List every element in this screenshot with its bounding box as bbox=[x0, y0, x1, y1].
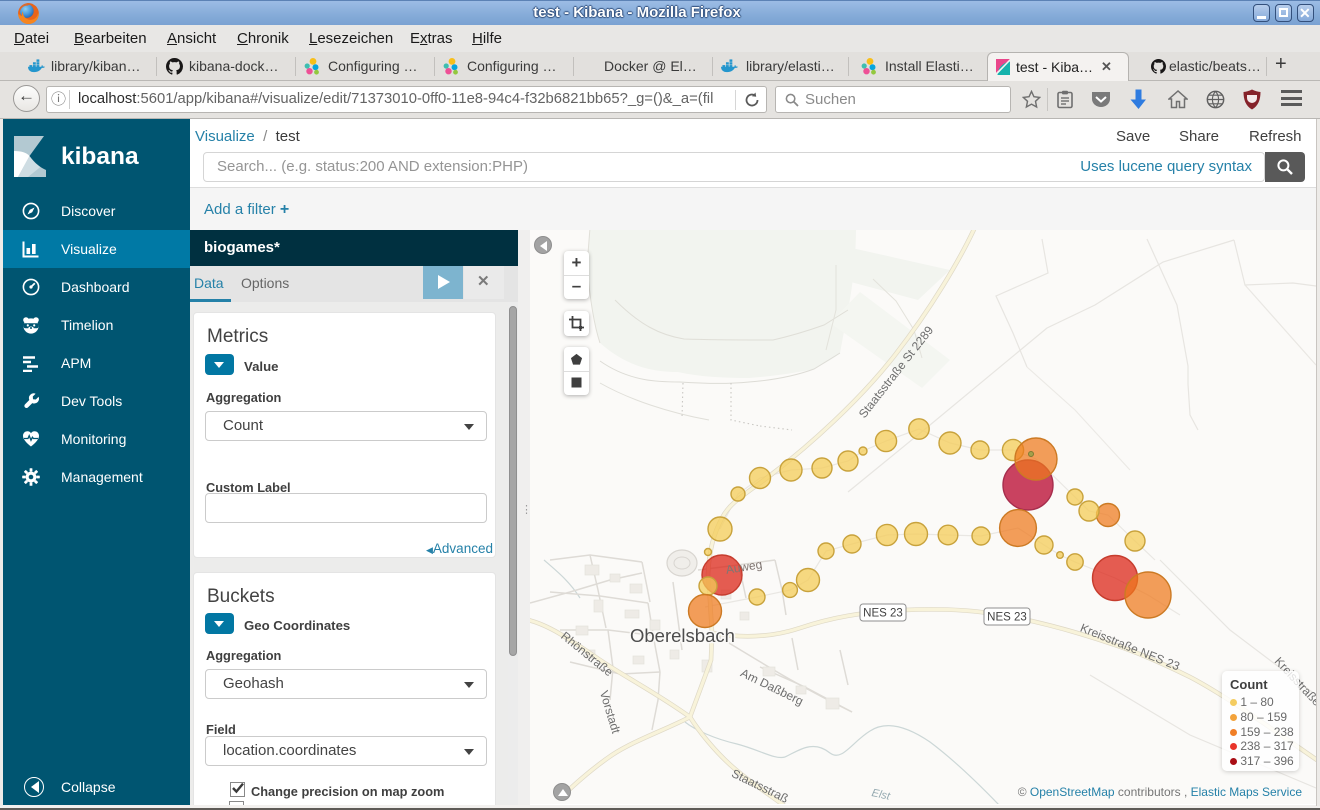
svg-text:Kreisstraße NES 23: Kreisstraße NES 23 bbox=[1078, 621, 1182, 674]
svg-text:NES 23: NES 23 bbox=[863, 608, 903, 620]
svg-text:Vorstadt: Vorstadt bbox=[597, 689, 623, 736]
svg-text:Elst: Elst bbox=[871, 787, 892, 803]
svg-text:Rhönstraße: Rhönstraße bbox=[558, 629, 616, 680]
svg-text:Staatsstraß: Staatsstraß bbox=[729, 766, 790, 804]
svg-text:NES 23: NES 23 bbox=[987, 612, 1027, 624]
svg-text:Auweg: Auweg bbox=[725, 557, 763, 577]
svg-text:Oberelsbach: Oberelsbach bbox=[630, 625, 735, 646]
